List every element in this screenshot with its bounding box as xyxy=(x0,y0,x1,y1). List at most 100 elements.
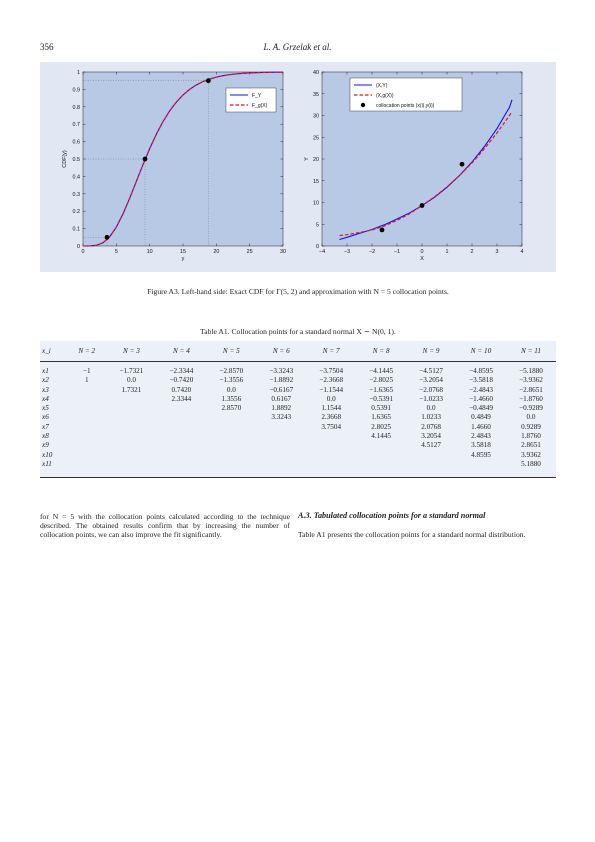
section-title: A.3. Tabulated collocation points for a … xyxy=(298,511,556,520)
x-tick-label: 1 xyxy=(446,249,449,255)
table-cell xyxy=(256,451,306,460)
table-cell xyxy=(106,404,156,413)
table-cell: −3.2054 xyxy=(406,376,456,385)
figure-caption: Figure A3. Left-hand side: Exact CDF for… xyxy=(40,287,556,296)
table-cell xyxy=(106,441,156,450)
table-row: x2 1 0.0 −0.7420 −1.3556 −1.8892 −2.3668 −2.802… xyxy=(40,376,556,385)
table-row: x7 3.7504 2.8025 2.0768 1.4660 0.9289 xyxy=(40,423,556,432)
table-cell: 3.2054 xyxy=(406,432,456,441)
table-cell xyxy=(67,423,106,432)
table-cell: −2.8651 xyxy=(506,386,556,395)
left-paragraph: for N = 5 with the collocation points ca… xyxy=(40,512,290,540)
table-cell xyxy=(67,404,106,413)
legend-label: F_g(X) xyxy=(252,103,268,109)
x-tick-label: 0 xyxy=(82,249,85,255)
table-cell xyxy=(67,395,106,404)
table-cell xyxy=(106,423,156,432)
legend-label: (X,Y) xyxy=(376,83,388,89)
table-cell: −1.4660 xyxy=(456,395,506,404)
y-tick-label: 25 xyxy=(313,135,319,141)
x-tick-label: −2 xyxy=(369,249,375,255)
table-cell: −1.6365 xyxy=(356,386,406,395)
legend-label: (X,g(X)) xyxy=(376,93,394,99)
table-cell xyxy=(67,432,106,441)
table-row: x4 2.3344 1.3556 0.6167 0.0 −0.5391 −1.0233 −1.… xyxy=(40,395,556,404)
table-cell xyxy=(67,451,106,460)
table-cell: 1.3556 xyxy=(206,395,256,404)
row-label: x8 xyxy=(40,432,67,441)
table-cell xyxy=(306,451,356,460)
table-cell: 4.1445 xyxy=(356,432,406,441)
legend-swatch-point xyxy=(361,103,365,107)
table-cell xyxy=(306,441,356,450)
table-cell: −2.0768 xyxy=(406,386,456,395)
header-n-5: N = 5 xyxy=(206,341,256,362)
row-label: x4 xyxy=(40,395,67,404)
table-cell: 2.3344 xyxy=(156,395,206,404)
y-tick-label: 10 xyxy=(313,201,319,207)
table-cell: 0.7420 xyxy=(156,386,206,395)
collocation-table: x_i N = 2N = 3N = 4N = 5N = 6N = 7N = 8N … xyxy=(40,341,556,477)
x-tick-label: −4 xyxy=(319,249,325,255)
legend-label: collocation points (x(i),y(i)) xyxy=(376,103,435,109)
table-cell xyxy=(306,460,356,469)
table-cell: 3.3243 xyxy=(256,413,306,422)
table-cell: 3.9362 xyxy=(506,451,556,460)
table-cell xyxy=(106,451,156,460)
table-cell xyxy=(456,460,506,469)
table-cell: −0.4849 xyxy=(456,404,506,413)
table-cell: 1.4660 xyxy=(456,423,506,432)
table-cell: −0.6167 xyxy=(256,386,306,395)
row-label: x2 xyxy=(40,376,67,385)
table-cell: −1.8892 xyxy=(256,376,306,385)
table-cell: −3.7504 xyxy=(306,362,356,377)
collocation-point xyxy=(420,203,425,208)
y-axis-label: CDF(y) xyxy=(62,150,68,168)
table-row: x5 2.8570 1.8892 1.1544 0.5391 0.0 −0.4849 −0.9… xyxy=(40,404,556,413)
table-cell: −5.1880 xyxy=(506,362,556,377)
table-cell: 4.5127 xyxy=(406,441,456,450)
y-tick-label: 35 xyxy=(313,92,319,98)
header-n-2: N = 2 xyxy=(67,341,106,362)
y-tick-label: 0.3 xyxy=(73,192,81,198)
collocation-point xyxy=(206,78,211,83)
table-body: x1 −1 −1.7321 −2.3344 −2.8570 −3.3243 −3.7504−… xyxy=(40,362,556,470)
table-cell xyxy=(67,460,106,469)
table-row: x11 5.1880 xyxy=(40,460,556,469)
x-tick-label: 2 xyxy=(471,249,474,255)
table-cell: −4.8595 xyxy=(456,362,506,377)
row-label: x1 xyxy=(40,362,67,377)
x-axis-label: X xyxy=(420,256,424,262)
header-n-11: N = 11 xyxy=(506,341,556,362)
table-caption: Table A1. Collocation points for a stand… xyxy=(40,327,556,336)
header-xi: x_i xyxy=(40,341,67,362)
y-tick-label: 0.4 xyxy=(73,174,81,180)
collocation-point xyxy=(380,228,385,233)
row-label: x9 xyxy=(40,441,67,450)
row-label: x6 xyxy=(40,413,67,422)
table-cell: −0.9289 xyxy=(506,404,556,413)
y-tick-label: 0.5 xyxy=(73,157,81,163)
table-cell xyxy=(406,460,456,469)
table-row: x10 4.8595 3.9362 xyxy=(40,451,556,460)
table-cell xyxy=(206,413,256,422)
table-row: x8 4.1445 3.2054 2.4843 1.8760 xyxy=(40,432,556,441)
table-cell: 0.0 xyxy=(106,376,156,385)
table-cell: −1.3556 xyxy=(206,376,256,385)
y-tick-label: 40 xyxy=(313,70,319,76)
x-tick-label: 3 xyxy=(496,249,499,255)
table-cell: 0.9289 xyxy=(506,423,556,432)
table-cell: −3.5818 xyxy=(456,376,506,385)
y-tick-label: 0 xyxy=(77,244,80,250)
y-tick-label: 1 xyxy=(77,70,80,76)
table-cell: 2.4843 xyxy=(456,432,506,441)
y-tick-label: 0.2 xyxy=(73,209,81,215)
table-cell: 1.0233 xyxy=(406,413,456,422)
table-cell: 0.4849 xyxy=(456,413,506,422)
table-cell: 0.0 xyxy=(406,404,456,413)
table-cell: 2.8651 xyxy=(506,441,556,450)
x-tick-label: 4 xyxy=(521,249,524,255)
table-cell: −4.1445 xyxy=(356,362,406,377)
table-cell: −1 xyxy=(67,362,106,377)
header-n-6: N = 6 xyxy=(256,341,306,362)
